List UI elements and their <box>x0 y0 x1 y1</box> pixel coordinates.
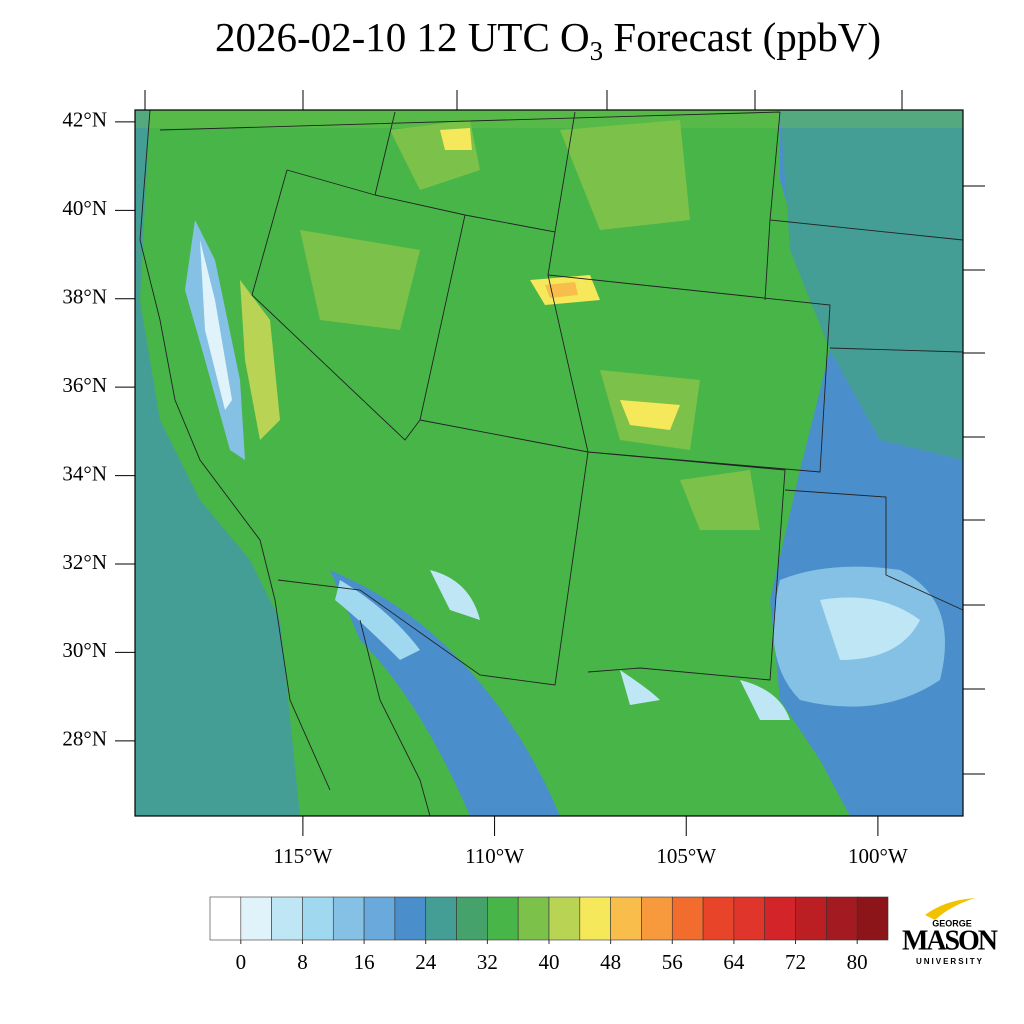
texas-lower <box>820 597 920 660</box>
sonora-lower <box>335 580 420 660</box>
colorbar-box <box>271 896 303 941</box>
colorbar-box <box>332 896 365 941</box>
colorbar-label: 0 <box>236 950 247 974</box>
y-tick-label: 30°N <box>62 638 107 662</box>
colorbar-label: 48 <box>600 950 621 974</box>
colorbar-label: 40 <box>539 950 560 974</box>
colorbar-box <box>240 896 272 941</box>
colorbar-label: 32 <box>477 950 498 974</box>
y-tick-label: 42°N <box>62 108 107 132</box>
colorbar-box <box>795 896 827 941</box>
basin-lows <box>430 570 790 720</box>
colorbar-box <box>579 896 611 941</box>
colorbar-box <box>610 896 642 941</box>
colorbar-box <box>394 896 427 941</box>
colorbar-box <box>733 896 766 941</box>
colorbar-box <box>302 896 334 941</box>
colorbar-box <box>363 896 396 941</box>
colorbar-box <box>456 896 488 941</box>
title: 2026-02-10 12 UTC O3 Forecast (ppbV) <box>215 14 881 66</box>
y-tick-label: 28°N <box>62 727 107 751</box>
ocean-field <box>135 110 300 816</box>
colorbar-box <box>826 896 858 941</box>
title-rest: Forecast (ppbV) <box>603 14 881 60</box>
title-sub: 3 <box>590 36 604 66</box>
colorbar-label: 24 <box>415 950 437 974</box>
y-tick-label: 36°N <box>62 373 107 397</box>
colorbar-label: 80 <box>847 950 868 974</box>
y-tick-label: 38°N <box>62 285 107 309</box>
colorbar-label: 8 <box>297 950 308 974</box>
x-tick-label: 105°W <box>656 844 716 868</box>
logo-bottom: UNIVERSITY <box>916 957 984 966</box>
colorbar-box <box>425 896 457 941</box>
plains-field <box>780 110 963 460</box>
colorbar-label: 72 <box>785 950 806 974</box>
valley-lower <box>200 240 232 410</box>
peak-max <box>545 282 578 298</box>
x-tick-label: 100°W <box>848 844 908 868</box>
colorbar-label: 16 <box>354 950 375 974</box>
map-frame <box>134 109 964 817</box>
colorbar-box <box>487 896 519 941</box>
mid-high <box>300 120 760 530</box>
colorbar-box <box>764 896 796 941</box>
colorbar-box <box>702 896 735 941</box>
peak-high <box>440 128 680 430</box>
logo-name: MASON <box>902 925 998 956</box>
borders <box>139 109 964 817</box>
y-tick-label: 40°N <box>62 196 107 220</box>
logo: GEORGE MASON UNIVERSITY <box>902 898 998 966</box>
colorbar-box <box>209 896 242 941</box>
y-tick-label: 34°N <box>62 461 107 485</box>
y-tick-label: 32°N <box>62 550 107 574</box>
logo-top: GEORGE <box>932 918 972 928</box>
ozone-field <box>135 110 963 816</box>
colorbar-box <box>548 896 581 941</box>
colorbar-box <box>856 896 889 941</box>
title-main: 2026-02-10 12 UTC O <box>215 14 590 60</box>
frame-ticks <box>144 90 985 775</box>
x-tick-label: 115°W <box>273 844 332 868</box>
sierra-high <box>240 280 280 440</box>
colorbar-box <box>671 896 704 941</box>
colorbar-box <box>517 896 550 941</box>
x-tick-label: 110°W <box>465 844 524 868</box>
colorbar-box <box>641 896 673 941</box>
colorbar-label: 64 <box>723 950 745 974</box>
colorbar-label: 56 <box>662 950 683 974</box>
